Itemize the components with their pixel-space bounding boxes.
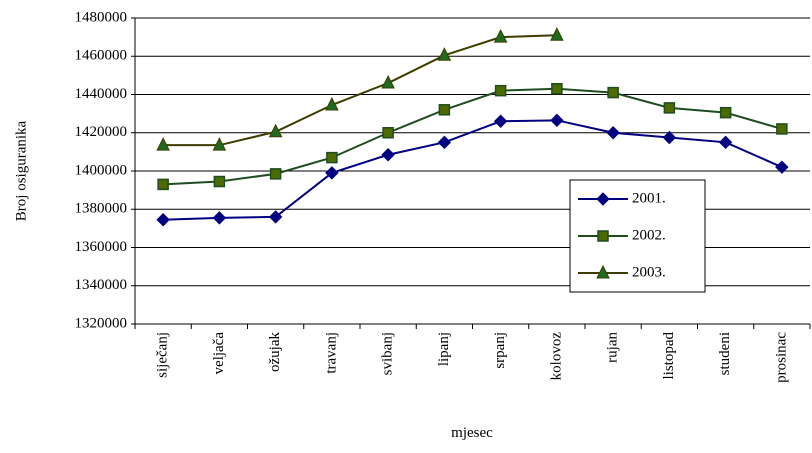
marker <box>597 230 609 242</box>
marker <box>606 126 620 140</box>
marker <box>381 74 395 89</box>
marker <box>382 127 394 139</box>
y-tick-label: 1380000 <box>75 201 128 217</box>
legend-label: 2003. <box>632 264 666 280</box>
x-tick-label: veljača <box>211 332 227 375</box>
marker <box>269 168 282 180</box>
series-line <box>163 87 783 186</box>
marker <box>325 96 339 111</box>
series-line <box>163 34 557 147</box>
marker <box>607 86 619 99</box>
marker <box>494 84 507 97</box>
marker <box>551 83 563 95</box>
x-tick-label: prosinac <box>773 332 789 383</box>
marker <box>381 148 395 162</box>
marker <box>157 178 169 191</box>
marker <box>268 210 283 224</box>
marker <box>156 213 170 227</box>
x-tick-label: listopad <box>661 332 677 380</box>
x-tick-label: rujan <box>605 332 621 363</box>
x-tick-label: studeni <box>717 332 733 375</box>
y-tick-label: 1340000 <box>75 277 128 293</box>
y-axis-title: Broj osiguranika <box>13 120 29 221</box>
marker <box>438 104 451 116</box>
x-tick-label: siječanj <box>155 332 171 378</box>
y-tick-label: 1360000 <box>75 239 128 255</box>
marker <box>719 106 732 119</box>
marker <box>776 123 788 135</box>
x-tick-label: ožujak <box>267 332 283 372</box>
marker <box>550 113 564 128</box>
y-tick-label: 1440000 <box>75 86 128 102</box>
x-tick-label: srpanj <box>492 332 508 369</box>
series-line <box>163 119 783 221</box>
marker <box>718 135 733 150</box>
marker <box>493 114 508 128</box>
y-tick-label: 1400000 <box>75 162 128 178</box>
marker <box>325 166 339 180</box>
x-tick-label: kolovoz <box>548 332 564 381</box>
marker <box>213 175 226 188</box>
x-tick-label: lipanj <box>436 332 452 366</box>
y-tick-label: 1420000 <box>75 124 128 140</box>
legend-label: 2002. <box>632 227 666 243</box>
x-axis-title: mjesec <box>451 425 493 441</box>
legend-label: 2001. <box>632 190 666 206</box>
marker <box>437 135 452 150</box>
marker <box>596 264 610 279</box>
marker <box>493 29 508 43</box>
marker <box>212 211 227 225</box>
marker <box>268 123 283 138</box>
x-tick-label: svibanj <box>380 332 396 375</box>
marker <box>663 102 676 114</box>
marker <box>775 160 789 174</box>
y-tick-label: 1480000 <box>75 9 128 25</box>
marker <box>550 27 564 41</box>
marker <box>212 137 227 151</box>
marker <box>596 192 610 206</box>
marker <box>437 47 452 61</box>
marker <box>326 151 338 164</box>
y-tick-label: 1460000 <box>75 48 128 64</box>
marker <box>662 130 677 145</box>
y-tick-label: 1320000 <box>75 315 128 331</box>
x-tick-label: travanj <box>323 332 339 374</box>
marker <box>156 137 170 151</box>
